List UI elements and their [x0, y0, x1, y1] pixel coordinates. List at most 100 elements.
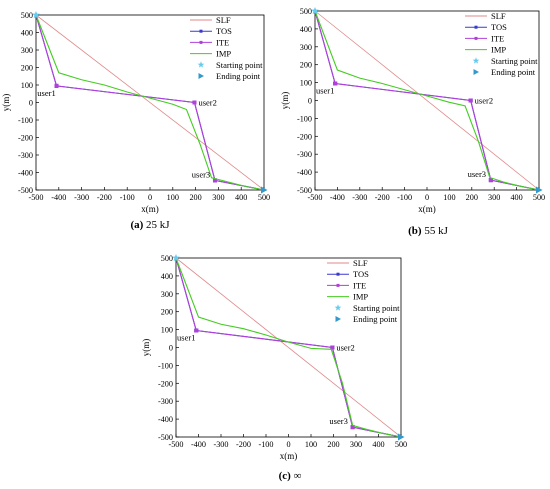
y-tick-label: 500	[161, 254, 173, 263]
x-tick-label: -100	[397, 193, 412, 202]
panel-caption: (b) 55 kJ	[408, 225, 448, 237]
legend-entry: TOS	[491, 22, 507, 32]
user-label: user2	[336, 343, 354, 353]
legend-entry: SLF	[491, 11, 506, 21]
y-tick-label: 300	[21, 46, 33, 55]
x-tick-label: 400	[372, 440, 384, 449]
series-point-ite	[54, 83, 59, 88]
y-tick-label: 400	[21, 29, 33, 38]
legend-entry: Starting point	[353, 303, 400, 313]
series-line-imp	[35, 14, 265, 191]
series-line-imp	[175, 257, 402, 438]
y-tick-label: 200	[21, 64, 33, 73]
legend-entry: IMP	[216, 49, 231, 59]
y-tick-label: 300	[300, 43, 312, 52]
legend-entry: ITE	[216, 37, 229, 47]
x-tick-label: 300	[212, 193, 224, 202]
series-point-ite	[468, 98, 473, 103]
user-label: user3	[329, 416, 347, 426]
x-tick-label: 200	[189, 193, 201, 202]
panel-caption: (c) ∞	[279, 470, 302, 482]
series-point-ite	[192, 100, 197, 105]
x-tick-label: 400	[510, 193, 522, 202]
legend-entry: ITE	[353, 280, 366, 290]
y-tick-label: -400	[297, 168, 312, 177]
user-label: user1	[37, 88, 55, 98]
y-tick-label: 100	[21, 81, 33, 90]
legend-swatch	[197, 61, 205, 68]
x-tick-label: 300	[350, 440, 362, 449]
x-tick-label: 500	[395, 440, 407, 449]
x-axis-label: x(m)	[141, 204, 159, 214]
x-tick-label: -100	[120, 193, 135, 202]
caption-text: ∞	[291, 470, 302, 482]
y-axis-label: y(m)	[1, 94, 11, 112]
x-tick-label: 0	[286, 440, 290, 449]
x-tick-label: 100	[305, 440, 317, 449]
legend-entry: Ending point	[216, 71, 261, 81]
x-tick-label: -100	[258, 440, 273, 449]
y-tick-label: 0	[308, 97, 312, 106]
x-tick-label: 0	[425, 193, 429, 202]
y-tick-label: -400	[18, 169, 33, 178]
legend-entry: IMP	[491, 45, 506, 55]
legend-entry: SLF	[353, 258, 368, 268]
y-tick-label: 100	[300, 79, 312, 88]
legend-entry: SLF	[216, 15, 231, 25]
series-line-slf	[175, 257, 402, 438]
legend-entry: Ending point	[491, 67, 536, 77]
x-axis-label: x(m)	[418, 204, 436, 214]
legend-swatch	[198, 73, 204, 79]
x-tick-label: 500	[258, 193, 270, 202]
y-tick-label: -200	[18, 134, 33, 143]
x-tick-label: -300	[74, 193, 89, 202]
x-tick-label: 200	[327, 440, 339, 449]
ending-point-marker	[536, 186, 543, 194]
legend-entry: Starting point	[216, 60, 263, 70]
series-line-imp	[314, 10, 540, 191]
caption-text: 25 kJ	[143, 219, 170, 231]
x-tick-label: -400	[191, 440, 206, 449]
caption-label: (a)	[130, 219, 143, 231]
x-tick-label: -500	[307, 193, 322, 202]
x-tick-label: -300	[352, 193, 367, 202]
x-tick-label: -200	[375, 193, 390, 202]
legend-swatch-marker	[474, 25, 478, 29]
user-label: user1	[177, 332, 195, 342]
user-label: user2	[198, 98, 216, 108]
chart-panel-0: -500 -400 -300 -200 -100 0 100 200 300 400 500 -500…	[1, 11, 270, 231]
x-tick-label: 100	[443, 193, 455, 202]
y-tick-label: 0	[29, 99, 33, 108]
starting-point-marker	[172, 254, 180, 262]
legend-swatch	[472, 57, 480, 64]
y-axis-label: y(m)	[280, 92, 290, 110]
legend-swatch-marker	[336, 283, 340, 287]
y-tick-label: 200	[161, 308, 173, 317]
x-tick-label: -400	[51, 193, 66, 202]
series-line-slf	[314, 10, 540, 191]
starting-point-marker	[32, 11, 40, 19]
ending-point-marker	[398, 433, 405, 441]
user-label: user3	[192, 169, 210, 179]
legend-entry: ITE	[491, 33, 504, 43]
y-tick-label: -300	[297, 150, 312, 159]
x-axis-label: x(m)	[280, 451, 298, 461]
series-point-ite	[330, 345, 335, 350]
legend-entry: TOS	[353, 269, 369, 279]
series-line-slf	[35, 14, 265, 191]
y-axis-label: y(m)	[141, 339, 151, 357]
y-tick-label: 200	[300, 61, 312, 70]
legend-swatch	[473, 69, 479, 75]
x-tick-label: 500	[533, 193, 545, 202]
series-point-ite	[350, 425, 355, 430]
user-label: user2	[475, 96, 493, 106]
caption-text: 55 kJ	[422, 225, 449, 237]
x-tick-label: 300	[488, 193, 500, 202]
y-tick-label: -200	[158, 379, 173, 388]
x-tick-label: -500	[28, 193, 43, 202]
legend-entry: IMP	[353, 292, 368, 302]
series-point-ite	[212, 178, 217, 183]
x-tick-label: 100	[167, 193, 179, 202]
y-tick-label: -100	[158, 361, 173, 370]
